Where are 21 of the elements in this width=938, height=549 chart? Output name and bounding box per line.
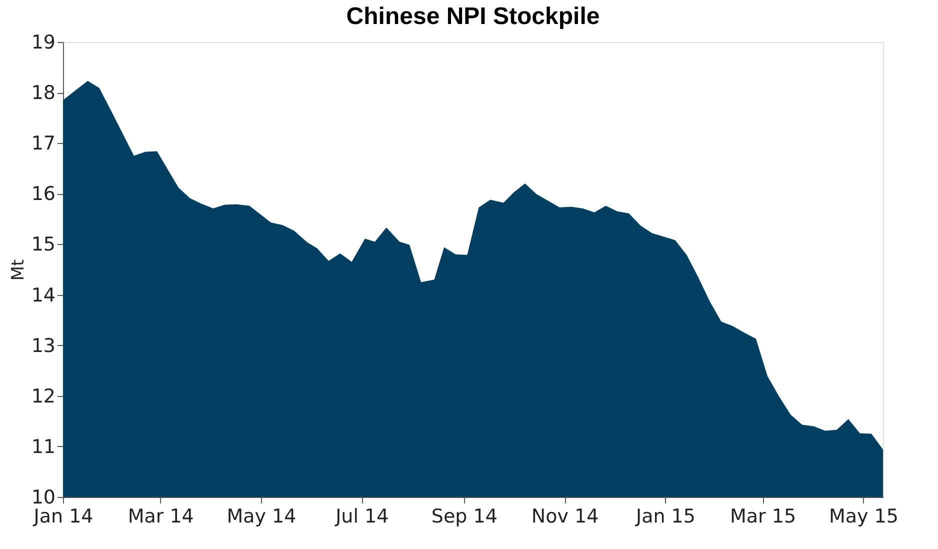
y-tick-label: 11 <box>31 436 56 458</box>
y-tick-label: 19 <box>31 32 56 54</box>
x-tick-label: Jan 14 <box>32 506 94 528</box>
y-tick-label: 17 <box>31 132 56 155</box>
x-tick-label: Jul 14 <box>334 506 389 528</box>
x-tick-label: Mar 15 <box>730 506 796 528</box>
x-tick-label: Mar 14 <box>128 506 194 528</box>
y-tick-label: 13 <box>31 334 56 357</box>
y-tick-label: 18 <box>31 82 56 104</box>
chart-title: Chinese NPI Stockpile <box>346 3 600 30</box>
y-tick-label: 10 <box>31 486 56 508</box>
x-tick-label: Nov 14 <box>531 506 599 528</box>
x-tick-label: Jan 15 <box>634 506 696 528</box>
x-tick-label: Sep 14 <box>431 506 498 528</box>
y-axis-title: Mt <box>8 259 28 281</box>
y-tick-label: 12 <box>31 385 56 408</box>
x-tick-label: May 14 <box>226 506 296 528</box>
y-tick-label: 15 <box>31 234 56 256</box>
y-tick-label: 16 <box>31 183 56 206</box>
x-tick-label: May 15 <box>828 506 898 528</box>
y-tick-label: 14 <box>31 284 56 306</box>
